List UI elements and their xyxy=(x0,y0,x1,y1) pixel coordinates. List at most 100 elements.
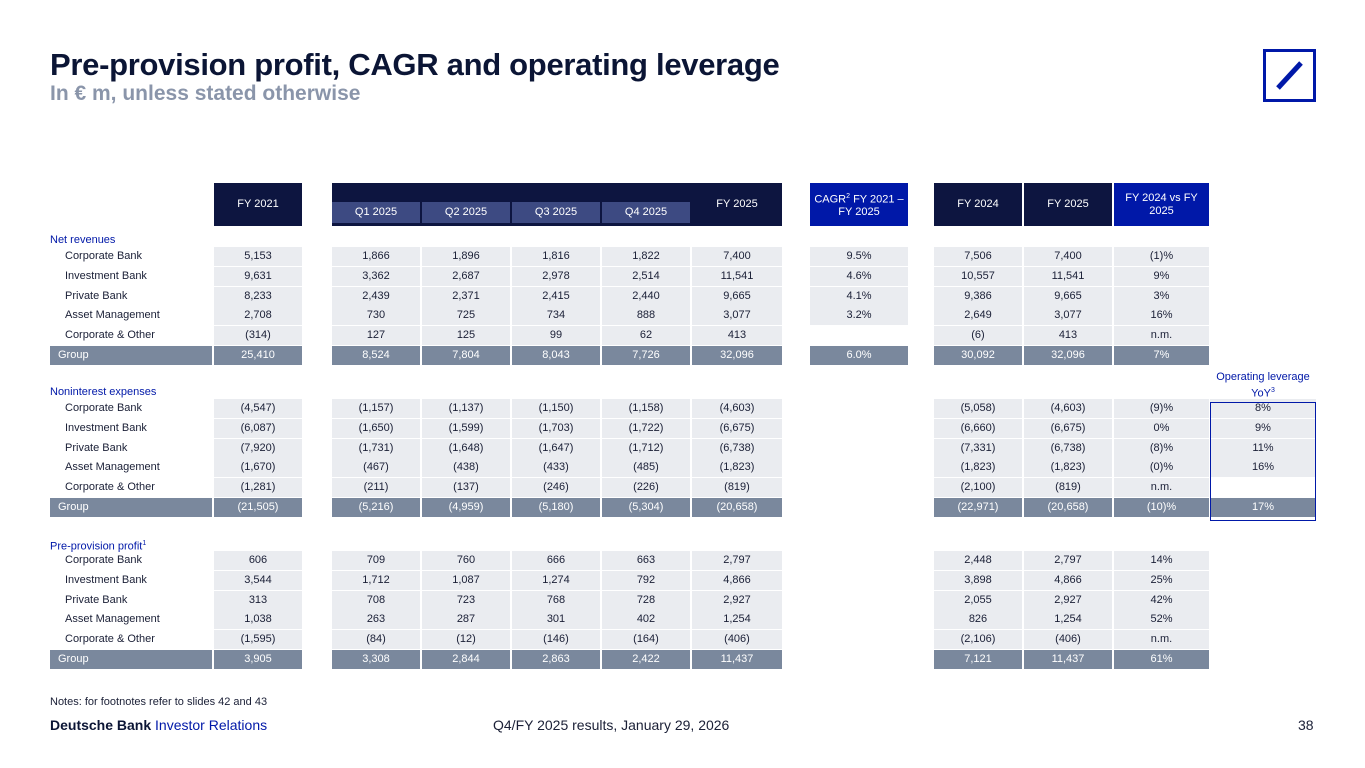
table-cell: 1,712 xyxy=(332,571,420,590)
table-cell: 1,896 xyxy=(422,247,510,266)
table-cell: (314) xyxy=(214,326,302,345)
table-cell: 3,905 xyxy=(214,650,302,669)
table-cell: (4,603) xyxy=(692,399,782,418)
table-cell: 3,077 xyxy=(1024,306,1112,325)
table-cell: 9% xyxy=(1114,267,1209,286)
table-cell: 413 xyxy=(1024,326,1112,345)
table-cell: 768 xyxy=(512,591,600,610)
table-cell: 2,514 xyxy=(602,267,690,286)
table-cell: 1,254 xyxy=(1024,610,1112,629)
table-cell: 7,506 xyxy=(934,247,1022,266)
page-title: Pre-provision profit, CAGR and operating… xyxy=(50,47,780,82)
table-cell: 52% xyxy=(1114,610,1209,629)
row-label-group: Group xyxy=(50,346,212,365)
table-cell: 0% xyxy=(1114,419,1209,438)
table-cell: 7,400 xyxy=(692,247,782,266)
table-cell: (433) xyxy=(512,458,600,477)
header-q1-2025: Q1 2025 xyxy=(332,202,420,223)
table-cell: (164) xyxy=(602,630,690,649)
section-label-noninterest-expenses: Noninterest expenses xyxy=(50,385,156,399)
table-cell: 3,077 xyxy=(692,306,782,325)
table-cell: 2,439 xyxy=(332,287,420,306)
table-cell: (438) xyxy=(422,458,510,477)
table-cell: (12) xyxy=(422,630,510,649)
table-cell: 1,038 xyxy=(214,610,302,629)
table-cell: 9.5% xyxy=(810,247,908,266)
table-cell: (1,722) xyxy=(602,419,690,438)
header-cagr-sup: 2 xyxy=(846,192,851,200)
table-cell: 2,440 xyxy=(602,287,690,306)
table-cell: 8,524 xyxy=(332,346,420,365)
row-label-private-bank: Private Bank xyxy=(65,594,128,606)
table-cell: 1,087 xyxy=(422,571,510,590)
table-cell: 4.6% xyxy=(810,267,908,286)
table-cell: 2,844 xyxy=(422,650,510,669)
table-cell: (6,738) xyxy=(692,439,782,458)
table-cell: (6,087) xyxy=(214,419,302,438)
table-cell: (1,731) xyxy=(332,439,420,458)
table-cell: 2,055 xyxy=(934,591,1022,610)
table-cell: 2,649 xyxy=(934,306,1022,325)
table-cell: 125 xyxy=(422,326,510,345)
header-operating-leverage: Operating leverage YoY3 xyxy=(1210,371,1316,401)
table-cell: 730 xyxy=(332,306,420,325)
table-cell: 2,708 xyxy=(214,306,302,325)
table-cell: 9% xyxy=(1210,419,1316,438)
section-label-pre-provision-profit: Pre-provision profit1 xyxy=(50,537,146,553)
table-cell: (5,058) xyxy=(934,399,1022,418)
table-cell: (21,505) xyxy=(214,498,302,517)
table-cell: (7,920) xyxy=(214,439,302,458)
table-cell: 2,422 xyxy=(602,650,690,669)
table-cell: 7,726 xyxy=(602,346,690,365)
table-cell: 728 xyxy=(602,591,690,610)
table-cell: 61% xyxy=(1114,650,1209,669)
table-cell: 4.1% xyxy=(810,287,908,306)
header-fy2024-vs-fy2025: FY 2024 vs FY 2025 xyxy=(1114,183,1209,226)
table-cell: (137) xyxy=(422,478,510,497)
header-oplev-text: Operating leverage YoY xyxy=(1216,371,1310,400)
table-cell: 30,092 xyxy=(934,346,1022,365)
table-cell: (226) xyxy=(602,478,690,497)
table-cell: (6,675) xyxy=(1024,419,1112,438)
section-label-net-revenues: Net revenues xyxy=(50,233,115,247)
row-label-corporate-and-other: Corporate & Other xyxy=(65,481,155,493)
row-label-corporate-and-other: Corporate & Other xyxy=(65,633,155,645)
table-cell: (1,823) xyxy=(934,458,1022,477)
table-cell: 1,822 xyxy=(602,247,690,266)
row-label-corporate-bank: Corporate Bank xyxy=(65,402,143,414)
table-cell: 402 xyxy=(602,610,690,629)
table-cell: (8)% xyxy=(1114,439,1209,458)
page-number: 38 xyxy=(1298,717,1314,733)
footer-brand-section: Investor Relations xyxy=(151,717,268,733)
table-cell: (1,281) xyxy=(214,478,302,497)
table-cell: (406) xyxy=(692,630,782,649)
table-cell: 2,687 xyxy=(422,267,510,286)
table-cell: 32,096 xyxy=(692,346,782,365)
table-cell: 9,665 xyxy=(1024,287,1112,306)
table-cell: 5,153 xyxy=(214,247,302,266)
footer-brand-name: Deutsche Bank xyxy=(50,717,152,733)
table-cell: 7,804 xyxy=(422,346,510,365)
table-cell: (4,959) xyxy=(422,498,510,517)
footer-brand: Deutsche Bank Investor Relations xyxy=(50,717,267,733)
row-label-asset-management: Asset Management xyxy=(65,613,160,625)
table-cell: (1,703) xyxy=(512,419,600,438)
header-fy2024-b: FY 2024 xyxy=(934,183,1022,226)
table-cell: (1,157) xyxy=(332,399,420,418)
header-q3-2025: Q3 2025 xyxy=(512,202,600,223)
table-cell: 2,415 xyxy=(512,287,600,306)
table-cell: 9,631 xyxy=(214,267,302,286)
table-cell: 1,816 xyxy=(512,247,600,266)
table-cell: 6.0% xyxy=(810,346,908,365)
table-cell: (84) xyxy=(332,630,420,649)
table-cell: 3% xyxy=(1114,287,1209,306)
table-cell: (1,158) xyxy=(602,399,690,418)
table-cell: 792 xyxy=(602,571,690,590)
table-cell: 313 xyxy=(214,591,302,610)
table-cell: (467) xyxy=(332,458,420,477)
table-cell: 11,437 xyxy=(692,650,782,669)
table-cell: (0)% xyxy=(1114,458,1209,477)
table-cell: 3,898 xyxy=(934,571,1022,590)
table-cell: 3,544 xyxy=(214,571,302,590)
table-cell: 7,400 xyxy=(1024,247,1112,266)
